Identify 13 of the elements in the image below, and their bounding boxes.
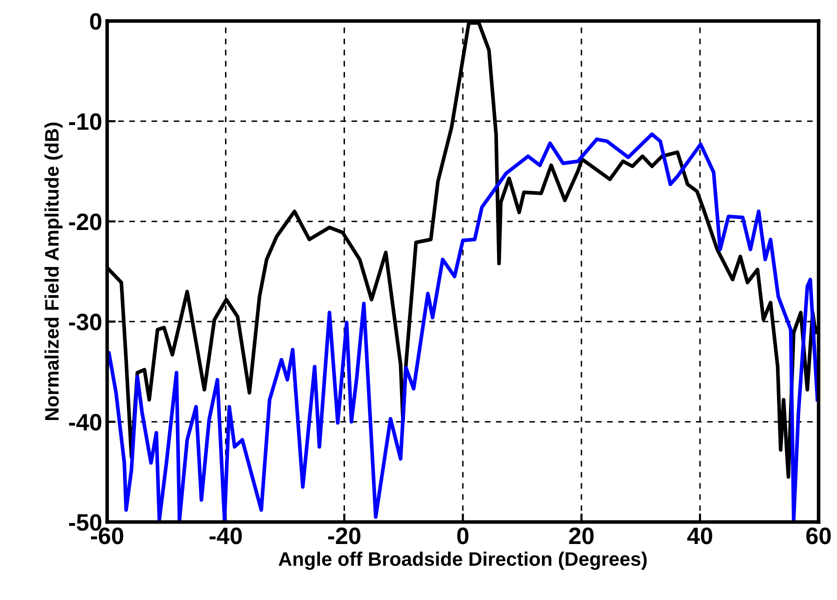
y-tick-label: -10 <box>69 113 102 130</box>
y-tick-label: -30 <box>69 314 102 330</box>
x-tick-label: -20 <box>328 527 360 544</box>
y-axis-title: Normalized Field Amplitude (dB) <box>44 122 63 420</box>
x-tick-label: -40 <box>210 527 242 544</box>
y-tick-label: 0 <box>90 13 102 30</box>
x-tick-label: 40 <box>687 527 712 544</box>
y-tick-label: -40 <box>69 414 102 431</box>
x-tick-label: 20 <box>569 527 594 544</box>
x-tick-label: 0 <box>457 527 468 544</box>
y-tick-label: -20 <box>69 213 102 230</box>
x-tick-label: 60 <box>806 527 831 544</box>
x-axis-title: Angle off Broadside Direction (Degrees) <box>278 552 647 570</box>
